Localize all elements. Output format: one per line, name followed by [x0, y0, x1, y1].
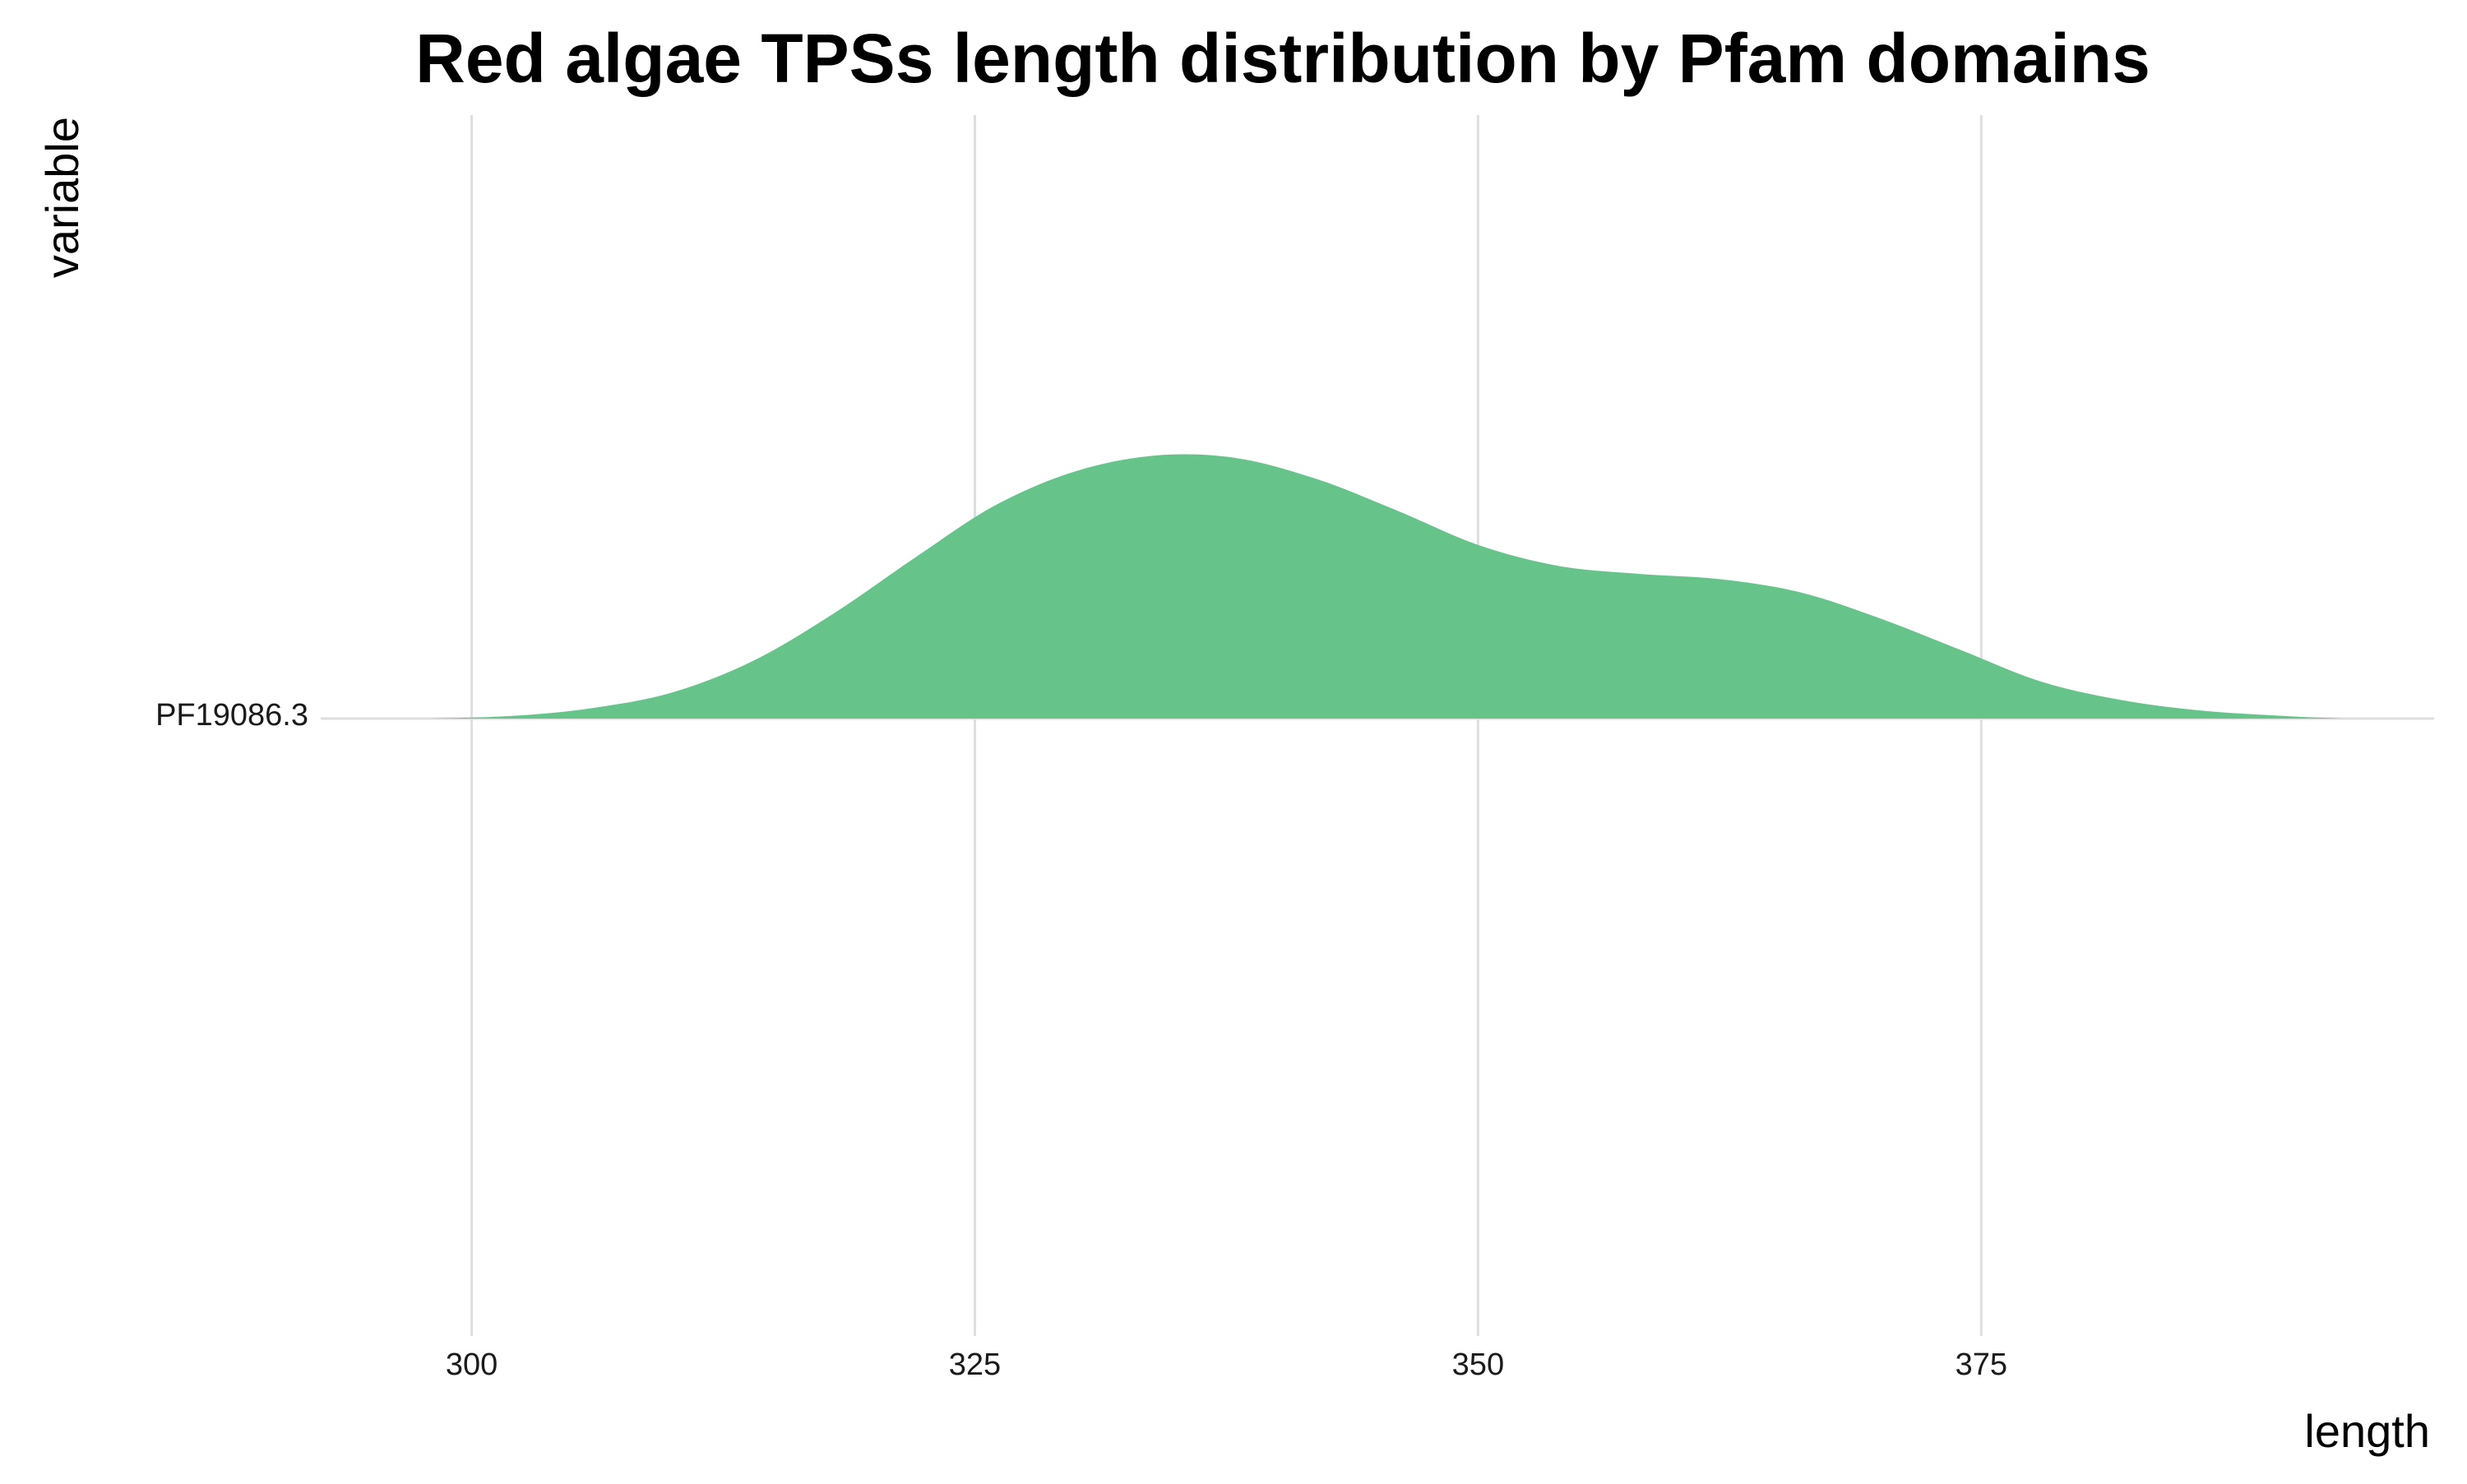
density-ridges: [431, 454, 2344, 719]
y-axis-title: variable: [36, 117, 88, 278]
density-ridge: [431, 454, 2344, 719]
y-tick-label: PF19086.3: [155, 698, 308, 733]
x-tick-label: 350: [1452, 1348, 1504, 1382]
y-tick-labels: PF19086.3: [155, 698, 308, 733]
x-tick-label: 325: [949, 1348, 1001, 1382]
x-tick-label: 300: [446, 1348, 498, 1382]
x-tick-labels: 300 325 350 375: [446, 1348, 2007, 1382]
chart-title: Red algae TPSs length distribution by Pf…: [415, 20, 2150, 97]
grid-lines: [321, 115, 2434, 1336]
x-tick-label: 375: [1956, 1348, 2007, 1382]
x-axis-title: length: [2304, 1405, 2430, 1457]
